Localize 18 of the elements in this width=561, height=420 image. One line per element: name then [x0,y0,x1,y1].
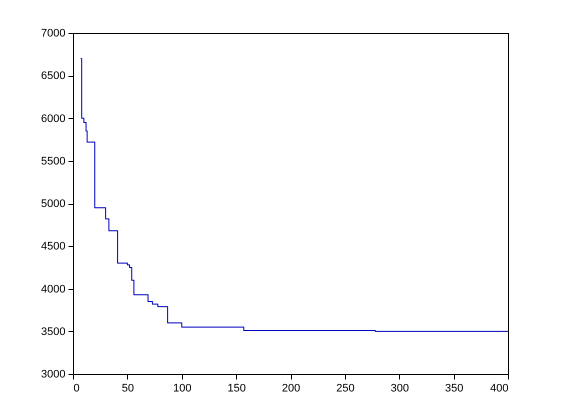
y-tick-label: 3000 [41,368,66,380]
y-tick-label: 5500 [41,155,66,168]
y-tick-label: 4500 [41,240,66,253]
x-tick-label: 200 [282,382,300,394]
x-tick-label: 100 [173,382,192,394]
y-tick-label: 3500 [41,326,66,338]
x-tick-label: 50 [122,382,134,394]
x-tick-label: 400 [490,382,508,394]
y-tick-label: 7000 [41,28,66,40]
x-tick-label: 250 [336,382,355,394]
x-tick-label: 350 [444,382,464,394]
x-tick-label: 150 [227,382,246,394]
y-tick-label: 5000 [41,198,66,210]
x-tick-label: 300 [390,382,409,394]
y-tick-label: 6000 [41,112,66,125]
y-tick-label: 4000 [41,283,66,296]
x-tick-label: 0 [74,382,80,394]
y-tick-label: 6500 [41,70,66,82]
